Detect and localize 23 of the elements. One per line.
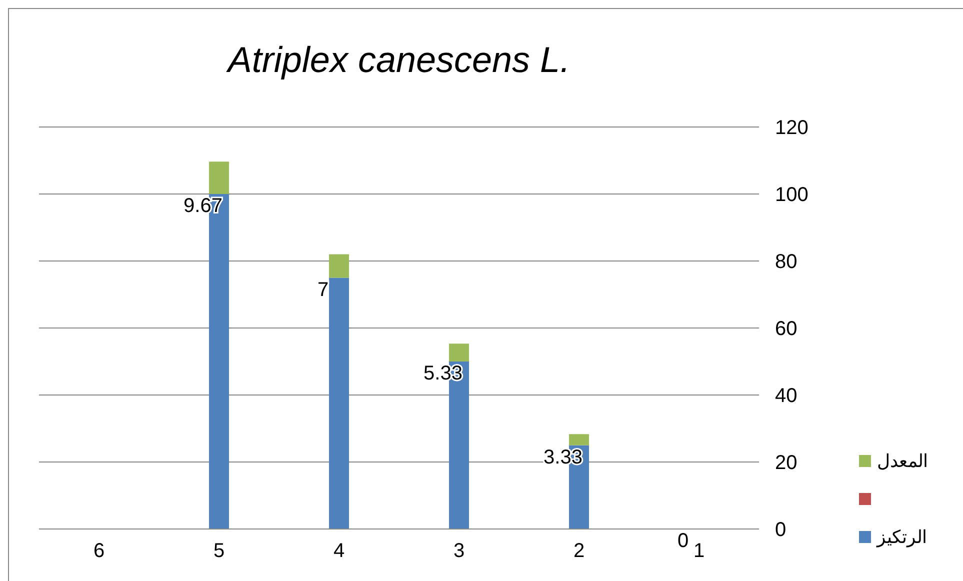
y-tick-label: 60: [775, 318, 798, 340]
legend-label: المعدل: [877, 450, 928, 472]
y-tick-label: 0: [775, 519, 786, 542]
bar: [329, 278, 349, 529]
x-tick-label: 2: [573, 540, 585, 562]
x-tick-label: 6: [93, 540, 105, 562]
data-label: 0: [677, 530, 689, 552]
x-tick-label: 3: [453, 540, 465, 562]
x-tick-label: 5: [213, 540, 225, 562]
chart-title: Atriplex canescens L.: [225, 39, 572, 81]
legend-label: الرتكيز: [877, 526, 927, 548]
bar: [209, 162, 229, 194]
y-tick-label: 20: [775, 452, 798, 474]
x-tick-label: 1: [693, 540, 705, 562]
bar: [449, 344, 469, 362]
data-label: 7: [317, 278, 329, 301]
y-tick-label: 120: [775, 117, 808, 140]
y-tick-label: 100: [775, 184, 808, 206]
y-tick-label: 40: [775, 385, 798, 408]
bar: [569, 434, 589, 446]
bar: [329, 254, 349, 278]
y-tick-label: 80: [775, 251, 798, 274]
x-tick-label: 4: [333, 540, 345, 562]
